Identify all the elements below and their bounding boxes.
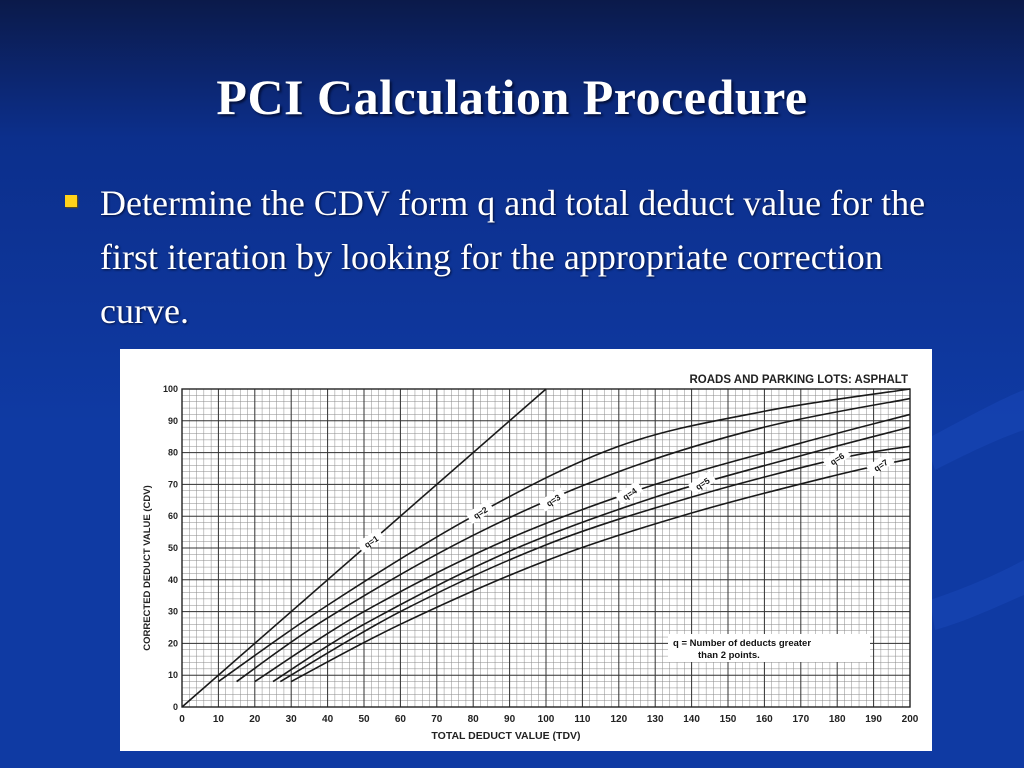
curve-label-group: q=1 [356,528,385,553]
curve-q-5 [272,426,911,683]
legend-note-bg [668,634,870,662]
slide-title: PCI Calculation Procedure [216,69,808,125]
x-tick-label: 150 [720,714,737,725]
x-tick-label: 180 [829,714,846,725]
legend-note-line: q = Number of deducts greater [673,638,811,649]
y-tick-label: 0 [173,702,178,712]
y-tick-label: 70 [168,479,178,489]
x-axis-title: TOTAL DEDUCT VALUE (TDV) [431,730,580,742]
x-tick-label: 130 [647,714,664,725]
bullet-text: Determine the CDV form q and total deduc… [100,183,926,331]
y-tick-label: 90 [168,416,178,426]
curve-label-bg [615,480,644,506]
x-tick-label: 60 [395,714,407,725]
y-tick-label: 30 [168,607,178,617]
curve-label-bg [822,445,851,471]
y-tick-label: 40 [168,575,178,585]
chart-svg: 0 10 20 30 40 50 60 70 80 90 100 110 120 130 140 150 160… [142,374,919,742]
x-tick-label: 110 [574,714,591,725]
curve-label-group: q=6 [822,445,851,471]
y-tick-label: 80 [168,448,178,458]
y-axis-title: CORRECTED DEDUCT VALUE (CDV) [142,485,153,651]
curve-label-bg [465,499,495,525]
bullet-square-icon [65,195,77,207]
x-tick-label: 170 [792,714,809,725]
x-tick-label: 70 [431,714,443,725]
x-tick-label: 140 [683,714,700,725]
x-tick-label: 40 [322,714,334,725]
x-tick-label: 200 [902,714,919,725]
x-tick-label: 90 [504,714,516,725]
y-tick-label: 20 [168,638,178,648]
x-tick-label: 20 [249,714,261,725]
x-tick-label: 120 [610,714,627,725]
x-tick-label: 0 [179,714,185,725]
x-tick-label: 30 [286,714,298,725]
y-tick-label: 50 [168,543,178,553]
curve-q-7 [290,458,911,683]
curve-q-4 [254,413,911,683]
x-tick-label: 80 [468,714,480,725]
bullet-list: Determine the CDV form q and total deduc… [62,176,932,338]
curve-label-bg [687,470,717,495]
curve-label-bg [538,487,567,512]
y-tick-label: 60 [168,511,178,521]
curve-label-group: q=7 [866,452,895,477]
x-tick-label: 190 [865,714,882,725]
curve-label-bg [866,452,895,477]
x-tick-label: 100 [538,714,555,725]
x-tick-label: 160 [756,714,773,725]
x-tick-label: 10 [213,714,225,725]
curve-label-bg [356,528,385,553]
legend-note-line: than 2 points. [698,650,760,661]
y-tick-label: 100 [163,384,178,394]
y-tick-label: 10 [168,670,178,680]
curve-q-2 [217,388,911,683]
chart-title: ROADS AND PARKING LOTS: ASPHALT [690,374,909,386]
cdv-correction-chart: 0 10 20 30 40 50 60 70 80 90 100 110 120 130 140 150 160… [120,349,932,751]
x-tick-label: 50 [358,714,370,725]
